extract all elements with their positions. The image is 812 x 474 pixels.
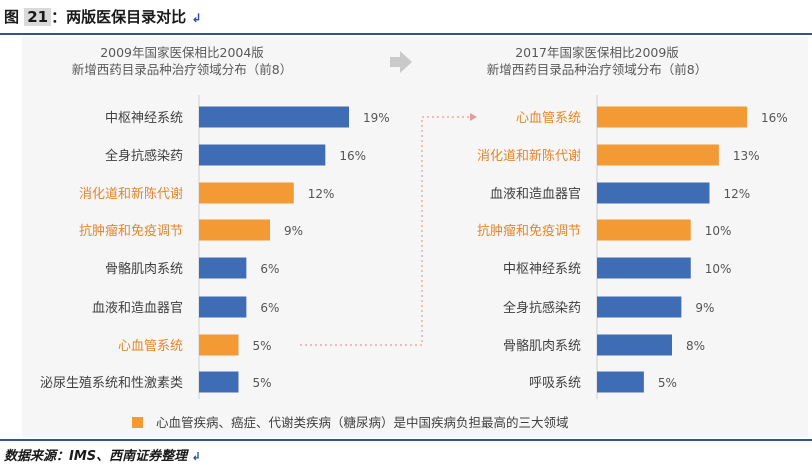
category-label: 泌尿生殖系统和性激素类 (40, 375, 183, 391)
category-label: 消化道和新陈代谢 (477, 148, 581, 164)
top-rule (0, 33, 812, 35)
legend-text: 心血管疾病、癌症、代谢类疾病（糖尿病）是中国疾病负担最高的三大领域 (156, 415, 569, 430)
category-label: 心血管系统 (516, 111, 581, 126)
return-mark-icon: ↲ (191, 11, 202, 25)
value-label: 5% (252, 339, 271, 353)
chart-1-title-line: 新增西药目录品种治疗领域分布（前8） (72, 62, 292, 77)
value-label: 10% (705, 262, 732, 276)
category-label: 抗肿瘤和免疫调节 (79, 223, 183, 239)
legend-swatch (132, 417, 143, 428)
value-label: 8% (686, 339, 705, 353)
category-label: 骨骼肌肉系统 (503, 338, 581, 354)
bar (597, 257, 691, 279)
figure-number: 21 (24, 8, 52, 26)
bar (597, 144, 719, 166)
bar (199, 334, 239, 356)
value-label: 12% (724, 187, 751, 201)
bar (199, 296, 247, 318)
category-label: 血液和造血器官 (92, 300, 183, 316)
bar (597, 296, 682, 318)
bar (597, 371, 644, 393)
figure-title-text: ：两版医保目录对比 (51, 8, 187, 26)
value-label: 19% (363, 111, 390, 125)
value-label: 5% (252, 376, 271, 390)
category-label: 全身抗感染药 (503, 300, 581, 316)
value-label: 5% (658, 376, 677, 390)
bar (199, 106, 349, 128)
value-label: 6% (260, 301, 279, 315)
chart-2-title-line: 新增西药目录品种治疗领域分布（前8） (487, 62, 707, 77)
bar (597, 334, 672, 356)
source-text: 数据来源：IMS、西南证券整理 (4, 449, 188, 464)
bar (597, 106, 747, 128)
bar (597, 182, 710, 204)
chart-2-title-line: 2017年国家医保相比2009版 (515, 45, 679, 60)
value-label: 16% (339, 149, 366, 163)
value-label: 13% (733, 149, 760, 163)
value-label: 12% (308, 187, 335, 201)
chart-panel: 2009年国家医保相比2004版新增西药目录品种治疗领域分布（前8） 中枢神经系统… (22, 37, 808, 437)
value-label: 6% (260, 262, 279, 276)
bottom-rule (0, 439, 812, 441)
value-label: 9% (695, 301, 714, 315)
value-label: 16% (761, 111, 788, 125)
bar (199, 371, 239, 393)
connector-line (300, 116, 470, 346)
bar (597, 219, 691, 241)
category-label: 抗肿瘤和免疫调节 (477, 223, 581, 239)
category-label: 骨骼肌肉系统 (105, 261, 183, 277)
bar (199, 257, 247, 279)
value-label: 10% (705, 224, 732, 238)
return-mark-icon: ↲ (191, 450, 201, 463)
bar (199, 144, 326, 166)
category-label: 中枢神经系统 (503, 262, 581, 277)
figure-title: 图 21 ：两版医保目录对比 ↲ (4, 4, 201, 30)
category-label: 呼吸系统 (529, 376, 581, 391)
category-label: 血液和造血器官 (490, 186, 581, 202)
category-label: 心血管系统 (118, 339, 183, 354)
bar (199, 182, 294, 204)
category-label: 消化道和新陈代谢 (79, 186, 183, 202)
source-note: 数据来源：IMS、西南证券整理 ↲ (4, 445, 201, 464)
value-label: 9% (284, 224, 303, 238)
right-arrow-icon (390, 51, 412, 73)
bar (199, 219, 271, 241)
category-label: 全身抗感染药 (105, 148, 183, 164)
category-label: 中枢神经系统 (105, 111, 183, 126)
chart-1-title-line: 2009年国家医保相比2004版 (100, 45, 264, 60)
connector-arrow-icon (470, 113, 477, 121)
figure-label: 图 (4, 8, 20, 26)
